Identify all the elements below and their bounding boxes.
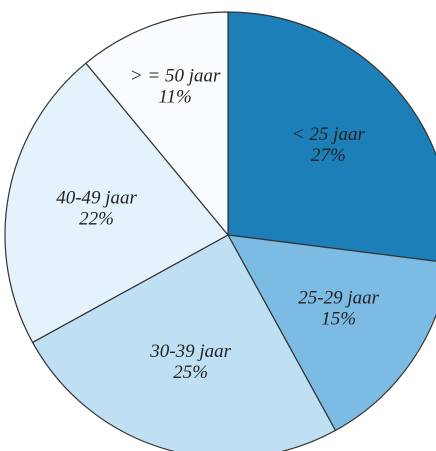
- pie-slice: [31, 234, 337, 451]
- slice-label: 25-29 jaar: [298, 288, 379, 309]
- slice-value-label: 15%: [321, 309, 356, 330]
- slice-label: > = 50 jaar: [130, 65, 221, 86]
- pie-slice: [227, 11, 436, 262]
- slice-value-label: 27%: [311, 145, 346, 166]
- slice-value-label: 25%: [173, 362, 208, 383]
- slice-label: 30-39 jaar: [149, 341, 231, 362]
- pie-slice: [226, 234, 436, 432]
- slice-label: 40-49 jaar: [56, 187, 137, 208]
- pie-slice: [4, 62, 229, 344]
- slice-value-label: 11%: [158, 86, 191, 107]
- slice-value-label: 22%: [79, 208, 114, 229]
- pie-slice: [85, 11, 229, 237]
- slice-label: < 25 jaar: [292, 124, 366, 145]
